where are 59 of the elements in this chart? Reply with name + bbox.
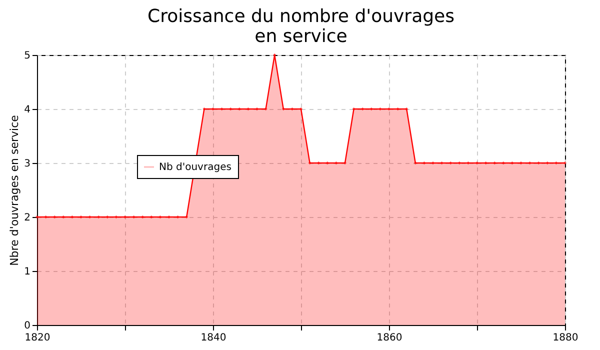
point (352, 107, 356, 111)
point (132, 215, 136, 219)
point (246, 107, 250, 111)
point (414, 161, 417, 165)
legend-label: Nb d'ouvrages (159, 162, 232, 173)
point (185, 215, 188, 219)
point (326, 161, 329, 165)
point (334, 161, 338, 165)
point (220, 107, 224, 111)
point (88, 215, 92, 219)
point (378, 107, 382, 111)
point (106, 215, 109, 219)
point (308, 161, 312, 165)
point (158, 215, 162, 219)
point (62, 215, 65, 219)
point (70, 215, 74, 219)
point (554, 161, 558, 165)
y-tick-label: 2 (24, 212, 30, 224)
point (440, 161, 444, 165)
y-tick-label: 4 (24, 104, 30, 116)
point (405, 107, 408, 111)
point (458, 161, 461, 165)
point (466, 161, 470, 165)
point (528, 161, 532, 165)
point (537, 161, 540, 165)
point (546, 161, 549, 165)
point (44, 215, 48, 219)
point (449, 161, 452, 165)
point (370, 107, 373, 111)
y-tick-label: 0 (24, 320, 30, 332)
point (502, 161, 505, 165)
point (238, 107, 241, 111)
point (290, 107, 294, 111)
point (150, 215, 153, 219)
point (176, 215, 180, 219)
y-tick-label: 3 (24, 158, 30, 170)
point (396, 107, 400, 111)
point (510, 161, 514, 165)
point (361, 107, 364, 111)
point (202, 107, 206, 111)
point (484, 161, 488, 165)
point (282, 107, 285, 111)
x-tick-label: 1860 (376, 332, 402, 344)
point (141, 215, 144, 219)
y-axis-title: Nbre d'ouvrages en service (8, 114, 22, 266)
point (229, 107, 232, 111)
chart-title: Croissance du nombre d'ouvrages en service (148, 6, 454, 47)
y-tick-label: 1 (24, 266, 30, 278)
point (264, 107, 268, 111)
point (97, 215, 100, 219)
x-tick-label: 1880 (552, 332, 578, 344)
x-tick-label: 1840 (200, 332, 226, 344)
point (114, 215, 118, 219)
point (422, 161, 426, 165)
y-tick-label: 5 (24, 50, 30, 62)
point (53, 215, 56, 219)
point (493, 161, 496, 165)
x-tick-label: 1820 (24, 332, 50, 344)
point (317, 161, 320, 165)
